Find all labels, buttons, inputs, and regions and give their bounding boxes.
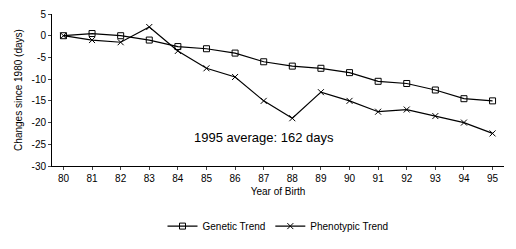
svg-text:94: 94 [458, 173, 470, 184]
svg-text:-5: -5 [37, 52, 46, 63]
svg-text:83: 83 [144, 173, 156, 184]
svg-text:92: 92 [401, 173, 413, 184]
svg-text:89: 89 [315, 173, 327, 184]
svg-text:91: 91 [373, 173, 385, 184]
svg-text:80: 80 [58, 173, 70, 184]
svg-text:86: 86 [230, 173, 242, 184]
svg-text:82: 82 [115, 173, 127, 184]
svg-text:-25: -25 [32, 139, 47, 150]
svg-text:1995 average: 162 days: 1995 average: 162 days [194, 130, 334, 145]
svg-text:-30: -30 [32, 161, 47, 172]
svg-text:85: 85 [201, 173, 213, 184]
svg-text:93: 93 [430, 173, 442, 184]
svg-text:95: 95 [487, 173, 499, 184]
svg-text:Changes since 1980 (days): Changes since 1980 (days) [13, 29, 24, 151]
svg-text:-10: -10 [32, 74, 47, 85]
svg-text:0: 0 [40, 30, 46, 41]
svg-text:Phenotypic Trend: Phenotypic Trend [310, 221, 388, 232]
svg-text:90: 90 [344, 173, 356, 184]
svg-text:84: 84 [172, 173, 184, 184]
svg-text:88: 88 [287, 173, 299, 184]
svg-text:81: 81 [86, 173, 98, 184]
svg-text:Year of Birth: Year of Birth [251, 186, 306, 197]
svg-text:Genetic Trend: Genetic Trend [203, 221, 266, 232]
svg-text:87: 87 [258, 173, 270, 184]
svg-text:-15: -15 [32, 95, 47, 106]
svg-text:-20: -20 [32, 117, 47, 128]
svg-text:5: 5 [40, 9, 46, 20]
